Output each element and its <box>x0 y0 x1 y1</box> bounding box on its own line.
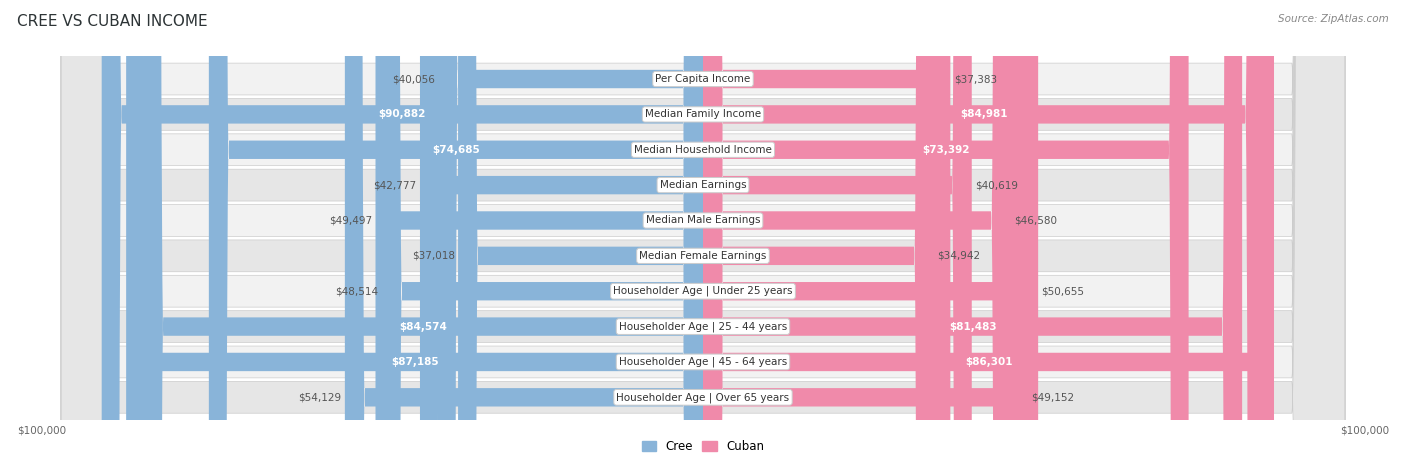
FancyBboxPatch shape <box>703 0 1028 467</box>
Text: $46,580: $46,580 <box>1015 215 1057 226</box>
FancyBboxPatch shape <box>62 0 1344 467</box>
FancyBboxPatch shape <box>703 0 1241 467</box>
FancyBboxPatch shape <box>62 0 1344 467</box>
Text: $49,497: $49,497 <box>329 215 373 226</box>
FancyBboxPatch shape <box>101 0 703 467</box>
Text: $73,392: $73,392 <box>922 145 970 155</box>
FancyBboxPatch shape <box>703 0 972 467</box>
FancyBboxPatch shape <box>703 0 950 467</box>
Text: Source: ZipAtlas.com: Source: ZipAtlas.com <box>1278 14 1389 24</box>
Text: Median Male Earnings: Median Male Earnings <box>645 215 761 226</box>
Text: $84,981: $84,981 <box>960 109 1008 120</box>
Text: $54,129: $54,129 <box>298 392 342 402</box>
FancyBboxPatch shape <box>62 0 1344 467</box>
Text: $74,685: $74,685 <box>432 145 479 155</box>
Text: $40,056: $40,056 <box>392 74 434 84</box>
Text: $49,152: $49,152 <box>1032 392 1074 402</box>
Text: $37,383: $37,383 <box>953 74 997 84</box>
FancyBboxPatch shape <box>703 0 1265 467</box>
FancyBboxPatch shape <box>209 0 703 467</box>
Legend: Cree, Cuban: Cree, Cuban <box>637 436 769 458</box>
Text: $48,514: $48,514 <box>336 286 378 296</box>
Text: $40,619: $40,619 <box>976 180 1018 190</box>
Text: CREE VS CUBAN INCOME: CREE VS CUBAN INCOME <box>17 14 208 29</box>
Text: Householder Age | Under 25 years: Householder Age | Under 25 years <box>613 286 793 297</box>
FancyBboxPatch shape <box>62 0 1344 467</box>
Text: $34,942: $34,942 <box>938 251 980 261</box>
FancyBboxPatch shape <box>703 0 1274 467</box>
FancyBboxPatch shape <box>127 0 703 467</box>
Text: Median Household Income: Median Household Income <box>634 145 772 155</box>
Text: $90,882: $90,882 <box>378 109 426 120</box>
Text: Per Capita Income: Per Capita Income <box>655 74 751 84</box>
Text: $81,483: $81,483 <box>949 322 997 332</box>
Text: Median Family Income: Median Family Income <box>645 109 761 120</box>
FancyBboxPatch shape <box>703 0 1011 467</box>
Text: $42,777: $42,777 <box>374 180 416 190</box>
Text: $87,185: $87,185 <box>391 357 439 367</box>
FancyBboxPatch shape <box>382 0 703 467</box>
FancyBboxPatch shape <box>344 0 703 467</box>
FancyBboxPatch shape <box>458 0 703 467</box>
Text: Householder Age | 25 - 44 years: Householder Age | 25 - 44 years <box>619 321 787 332</box>
FancyBboxPatch shape <box>62 0 1344 467</box>
FancyBboxPatch shape <box>62 0 1344 467</box>
FancyBboxPatch shape <box>703 0 1188 467</box>
Text: Median Earnings: Median Earnings <box>659 180 747 190</box>
FancyBboxPatch shape <box>375 0 703 467</box>
FancyBboxPatch shape <box>143 0 703 467</box>
FancyBboxPatch shape <box>703 0 1038 467</box>
Text: $84,574: $84,574 <box>399 322 447 332</box>
FancyBboxPatch shape <box>62 0 1344 467</box>
Text: $50,655: $50,655 <box>1042 286 1084 296</box>
Text: Median Female Earnings: Median Female Earnings <box>640 251 766 261</box>
FancyBboxPatch shape <box>62 0 1344 467</box>
FancyBboxPatch shape <box>62 0 1344 467</box>
FancyBboxPatch shape <box>62 0 1344 467</box>
Text: Householder Age | 45 - 64 years: Householder Age | 45 - 64 years <box>619 357 787 367</box>
Text: $86,301: $86,301 <box>965 357 1012 367</box>
FancyBboxPatch shape <box>420 0 703 467</box>
FancyBboxPatch shape <box>703 0 934 467</box>
Text: Householder Age | Over 65 years: Householder Age | Over 65 years <box>616 392 790 403</box>
Text: $37,018: $37,018 <box>412 251 454 261</box>
FancyBboxPatch shape <box>439 0 703 467</box>
